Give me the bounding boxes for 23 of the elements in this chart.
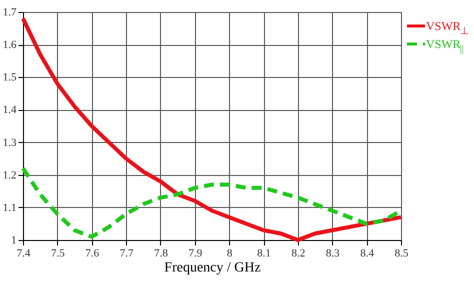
- x-tick-label: 7.5: [50, 248, 66, 260]
- x-axis-title: Frequency / GHz: [164, 260, 261, 276]
- x-tick-label: 7.6: [85, 248, 100, 260]
- x-tick-label: 8: [226, 248, 233, 260]
- x-tick-label: 8.3: [326, 248, 340, 260]
- x-tick-label: 8.1: [257, 248, 271, 260]
- x-tick-label: 8.4: [360, 248, 375, 260]
- x-tick-label: 7.9: [188, 248, 203, 260]
- y-tick-label: 1.1: [2, 202, 16, 214]
- x-tick-label: 7.7: [120, 248, 134, 260]
- legend-label: VSWR⊥: [426, 19, 469, 37]
- x-tick-label: 8.5: [394, 248, 409, 260]
- y-tick-label: 1.5: [2, 72, 17, 84]
- x-tick-label: 7.4: [16, 248, 31, 260]
- legend-label: VSWR||: [426, 37, 464, 55]
- x-tick-label: 8.2: [292, 248, 306, 260]
- y-tick-label: 1.6: [2, 39, 17, 52]
- y-tick-label: 1.7: [2, 6, 17, 18]
- y-tick-label: 1.3: [2, 136, 17, 149]
- y-tick-label: 1: [11, 234, 16, 246]
- y-tick-label: 1.4: [2, 104, 17, 116]
- x-tick-label: 7.8: [154, 248, 168, 260]
- y-tick-label: 1.2: [2, 169, 16, 182]
